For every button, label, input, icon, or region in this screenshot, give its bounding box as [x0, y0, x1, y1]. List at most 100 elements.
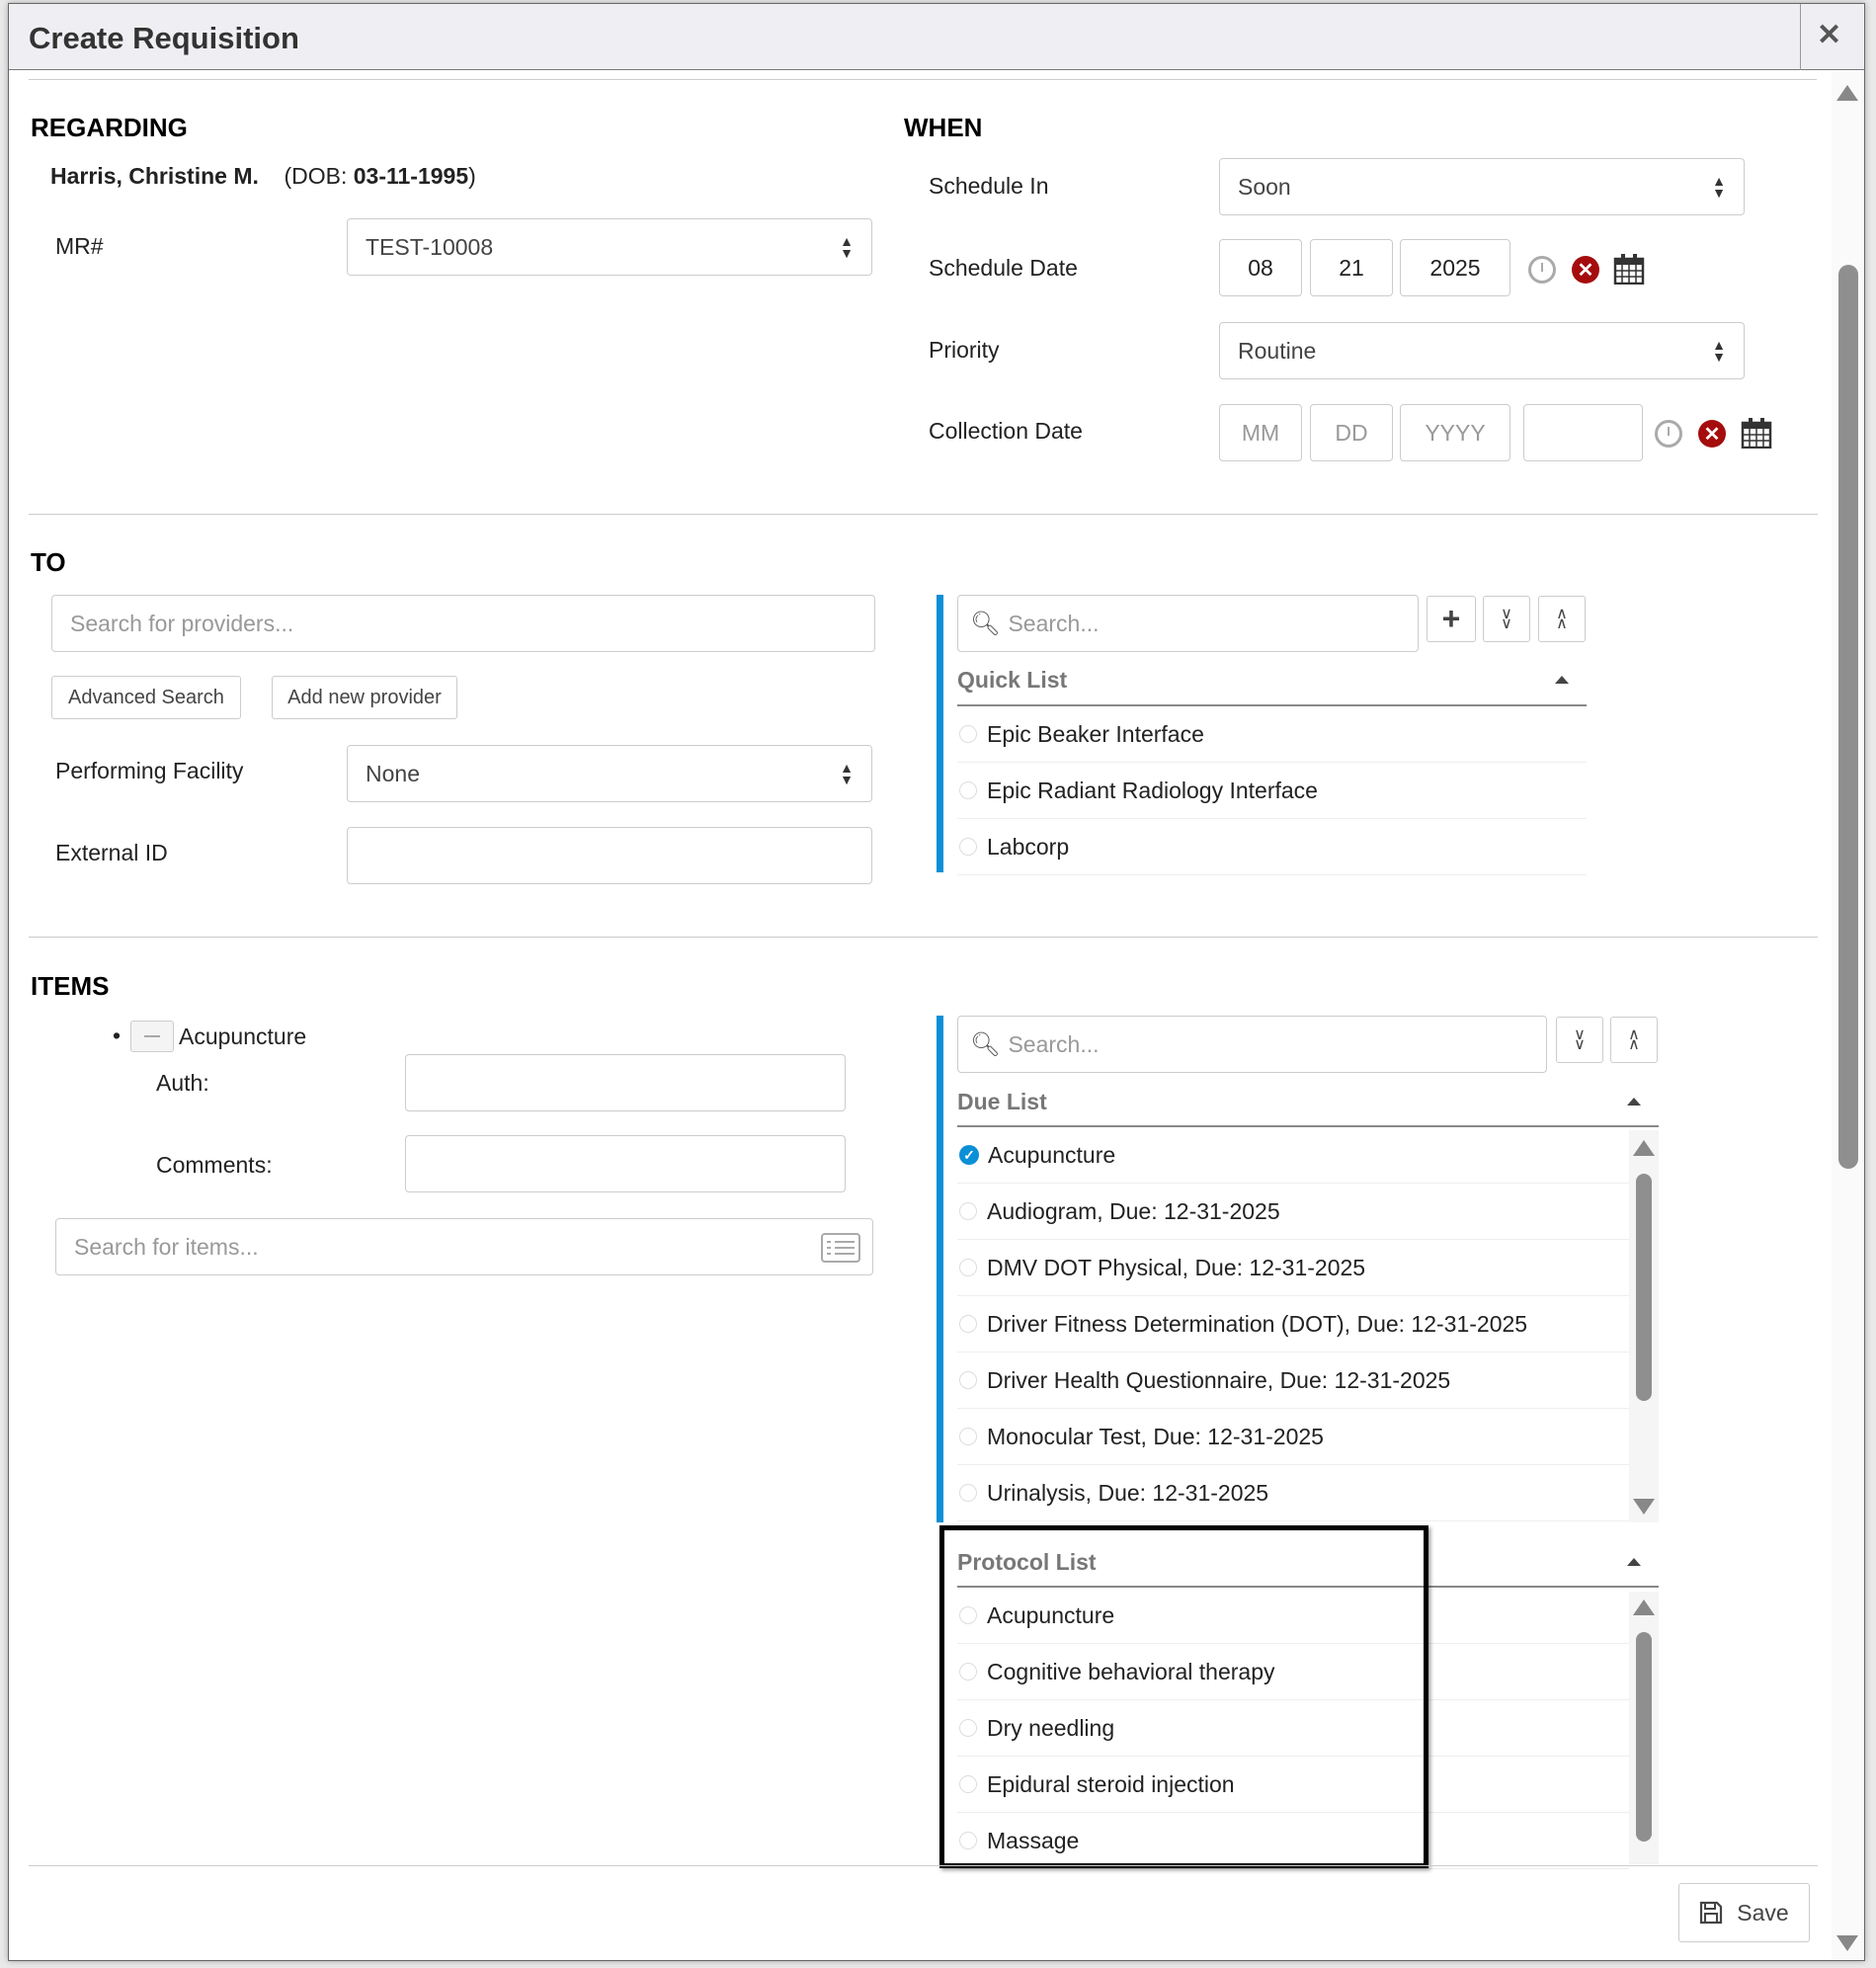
schedule-year-input[interactable]: 2025: [1400, 239, 1510, 296]
clock-icon[interactable]: [1655, 420, 1682, 448]
sort-icon: ▲ ▼: [1712, 337, 1726, 365]
advanced-search-button[interactable]: Advanced Search: [51, 676, 241, 719]
double-chevron-down-icon: ∨ ∨: [1574, 1025, 1586, 1053]
external-id-label: External ID: [55, 840, 168, 865]
list-item[interactable]: Epidural steroid injection: [957, 1757, 1629, 1813]
dialog-header: Create Requisition ✕: [9, 4, 1864, 70]
radio-icon: [959, 1606, 977, 1624]
remove-item-button[interactable]: —: [130, 1021, 174, 1052]
expand-all-button[interactable]: ∨ ∨: [1483, 596, 1530, 642]
patient-name: Harris, Christine M.: [50, 163, 259, 189]
priority-select[interactable]: Routine ▲ ▼: [1219, 322, 1745, 379]
comments-input[interactable]: [405, 1135, 846, 1192]
scroll-up-icon[interactable]: [1633, 1140, 1655, 1156]
list-item[interactable]: Urinalysis, Due: 12-31-2025: [957, 1465, 1629, 1521]
caret-up-icon[interactable]: [1627, 1098, 1641, 1106]
collapse-all-button[interactable]: ∧ ∧: [1538, 596, 1586, 642]
item-search-input[interactable]: Search for items...: [55, 1218, 873, 1275]
quick-list-search-input[interactable]: 🔍︎ Search...: [957, 595, 1419, 652]
to-heading: TO: [31, 547, 66, 577]
list-item[interactable]: Monocular Test, Due: 12-31-2025: [957, 1409, 1629, 1465]
dialog-title: Create Requisition: [29, 21, 299, 55]
list-item[interactable]: Epic Radiant Radiology Interface: [957, 763, 1587, 819]
double-chevron-up-icon: ∧ ∧: [1556, 605, 1568, 632]
list-item[interactable]: Cognitive behavioral therapy: [957, 1644, 1629, 1700]
caret-up-icon[interactable]: [1627, 1558, 1641, 1566]
list-item-label: Epic Radiant Radiology Interface: [987, 777, 1318, 803]
scrollbar-thumb[interactable]: [1636, 1632, 1652, 1842]
list-item[interactable]: Audiogram, Due: 12-31-2025: [957, 1184, 1629, 1240]
list-item[interactable]: Dry needling: [957, 1700, 1629, 1757]
quick-list-header[interactable]: Quick List: [957, 667, 1068, 693]
add-button[interactable]: +: [1427, 596, 1476, 642]
external-id-input[interactable]: [347, 827, 872, 884]
list-icon[interactable]: [821, 1233, 860, 1263]
schedule-month-input[interactable]: 08: [1219, 239, 1302, 296]
check-circle-icon: ✓: [959, 1145, 979, 1165]
list-item[interactable]: Driver Fitness Determination (DOT), Due:…: [957, 1296, 1629, 1353]
dob-suffix: ): [468, 163, 476, 189]
collection-year-input[interactable]: YYYY: [1400, 404, 1510, 461]
priority-value: Routine: [1238, 337, 1317, 364]
protocol-list-header[interactable]: Protocol List: [957, 1549, 1097, 1575]
due-list-search-input[interactable]: 🔍︎ Search...: [957, 1016, 1547, 1073]
list-item[interactable]: DMV DOT Physical, Due: 12-31-2025: [957, 1240, 1629, 1296]
scroll-down-icon[interactable]: [1836, 1935, 1858, 1951]
when-heading: WHEN: [904, 113, 983, 142]
regarding-heading: REGARDING: [31, 113, 188, 142]
calendar-icon[interactable]: [1741, 417, 1772, 449]
schedule-in-label: Schedule In: [929, 173, 1049, 199]
list-item[interactable]: Acupuncture: [957, 1588, 1629, 1644]
due-list-header[interactable]: Due List: [957, 1089, 1047, 1114]
schedule-in-select[interactable]: Soon ▲ ▼: [1219, 158, 1745, 215]
protocol-list-scrollbar[interactable]: [1629, 1592, 1659, 1864]
list-item[interactable]: Labcorp: [957, 819, 1587, 875]
performing-facility-label: Performing Facility: [55, 758, 244, 783]
expand-all-button[interactable]: ∨ ∨: [1556, 1017, 1603, 1063]
radio-icon: [959, 1202, 977, 1220]
list-item-label: Driver Health Questionnaire, Due: 12-31-…: [987, 1366, 1451, 1393]
floppy-disk-icon: [1700, 1901, 1723, 1925]
list-item-label: Acupuncture: [987, 1601, 1115, 1628]
save-label: Save: [1737, 1899, 1789, 1926]
search-icon: 🔍︎: [970, 610, 1001, 637]
list-item[interactable]: Driver Health Questionnaire, Due: 12-31-…: [957, 1353, 1629, 1409]
radio-icon: [959, 1832, 977, 1849]
radio-icon: [959, 781, 977, 799]
search-placeholder: Search...: [1008, 1031, 1100, 1057]
performing-facility-select[interactable]: None ▲ ▼: [347, 745, 872, 802]
due-list-scrollbar[interactable]: [1629, 1130, 1659, 1522]
schedule-in-value: Soon: [1238, 173, 1291, 200]
list-item-label: Massage: [987, 1827, 1080, 1853]
mr-select[interactable]: TEST-10008 ▲ ▼: [347, 218, 872, 276]
dialog-scrollbar[interactable]: [1832, 71, 1864, 1960]
schedule-day-input[interactable]: 21: [1310, 239, 1393, 296]
scrollbar-thumb[interactable]: [1838, 265, 1858, 1169]
clock-icon[interactable]: [1528, 256, 1556, 284]
scroll-down-icon[interactable]: [1633, 1499, 1655, 1515]
list-item[interactable]: Epic Beaker Interface: [957, 706, 1587, 763]
collection-month-input[interactable]: MM: [1219, 404, 1302, 461]
provider-search-input[interactable]: Search for providers...: [51, 595, 875, 652]
scroll-up-icon[interactable]: [1633, 1599, 1655, 1615]
caret-up-icon[interactable]: [1555, 676, 1569, 684]
radio-icon: [959, 1259, 977, 1276]
radio-icon: [959, 1371, 977, 1389]
list-item-label: Driver Fitness Determination (DOT), Due:…: [987, 1310, 1528, 1337]
clear-date-icon[interactable]: ✕: [1572, 256, 1599, 284]
scroll-up-icon[interactable]: [1836, 85, 1858, 101]
collection-day-input[interactable]: DD: [1310, 404, 1393, 461]
collapse-all-button[interactable]: ∧ ∧: [1610, 1017, 1658, 1063]
list-item[interactable]: Massage: [957, 1813, 1629, 1869]
close-icon[interactable]: ✕: [1817, 19, 1842, 51]
collection-time-input[interactable]: [1523, 404, 1643, 461]
list-item-label: Audiogram, Due: 12-31-2025: [987, 1197, 1280, 1224]
save-button[interactable]: Save: [1678, 1883, 1810, 1942]
calendar-icon[interactable]: [1613, 253, 1645, 285]
auth-input[interactable]: [405, 1054, 846, 1111]
list-item[interactable]: ✓ Acupuncture: [957, 1127, 1629, 1184]
add-new-provider-button[interactable]: Add new provider: [272, 676, 457, 719]
list-item-label: Dry needling: [987, 1714, 1115, 1741]
clear-date-icon[interactable]: ✕: [1698, 420, 1726, 448]
scrollbar-thumb[interactable]: [1636, 1174, 1652, 1401]
